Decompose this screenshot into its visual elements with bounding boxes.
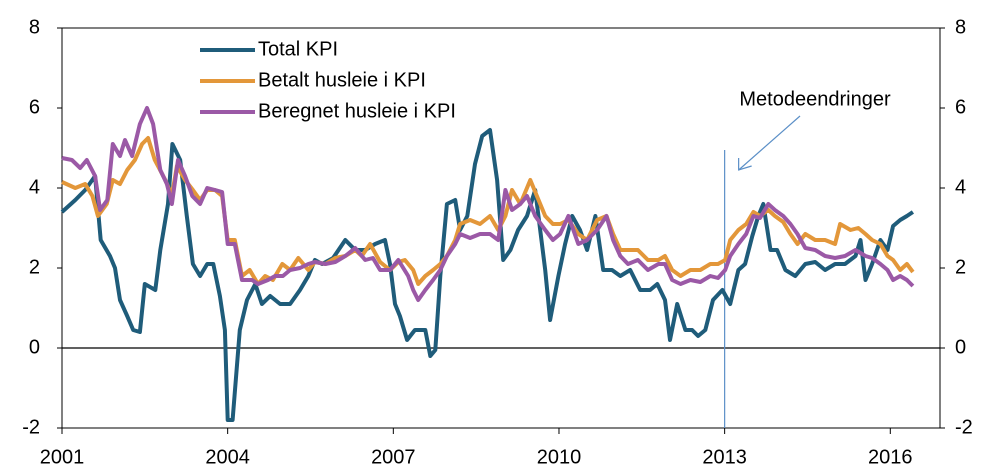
x-tick-label: 2007 bbox=[371, 446, 416, 468]
y-tick-label: 2 bbox=[29, 256, 40, 278]
x-tick-label: 2004 bbox=[205, 446, 250, 468]
y-tick-label: 8 bbox=[29, 16, 40, 38]
x-tick-label: 2001 bbox=[40, 446, 85, 468]
series-line bbox=[60, 128, 915, 422]
y2-tick-label: 6 bbox=[955, 96, 966, 118]
legend-label: Total KPI bbox=[258, 38, 338, 60]
legend-label: Betalt husleie i KPI bbox=[258, 69, 426, 91]
y2-tick-label: 8 bbox=[955, 16, 966, 38]
y2-tick-label: 4 bbox=[955, 176, 966, 198]
x-tick-label: 2010 bbox=[537, 446, 582, 468]
y2-tick-label: 2 bbox=[955, 256, 966, 278]
y-tick-label: 4 bbox=[29, 176, 40, 198]
y-tick-label: 0 bbox=[29, 336, 40, 358]
x-tick-label: 2016 bbox=[868, 446, 913, 468]
y2-tick-label: 0 bbox=[955, 336, 966, 358]
y2-tick-label: -2 bbox=[955, 416, 973, 438]
y-tick-label: 6 bbox=[29, 96, 40, 118]
arrow-head bbox=[738, 158, 752, 171]
annotation-arrow bbox=[738, 115, 801, 171]
plot-frame bbox=[61, 27, 941, 429]
series-line bbox=[61, 136, 915, 286]
y-tick-label: -2 bbox=[22, 416, 40, 438]
series-line bbox=[61, 106, 915, 302]
annotation-text: Metodeendringer bbox=[739, 88, 891, 110]
x-tick-label: 2013 bbox=[702, 446, 747, 468]
legend-label: Beregnet husleie i KPI bbox=[258, 100, 456, 122]
